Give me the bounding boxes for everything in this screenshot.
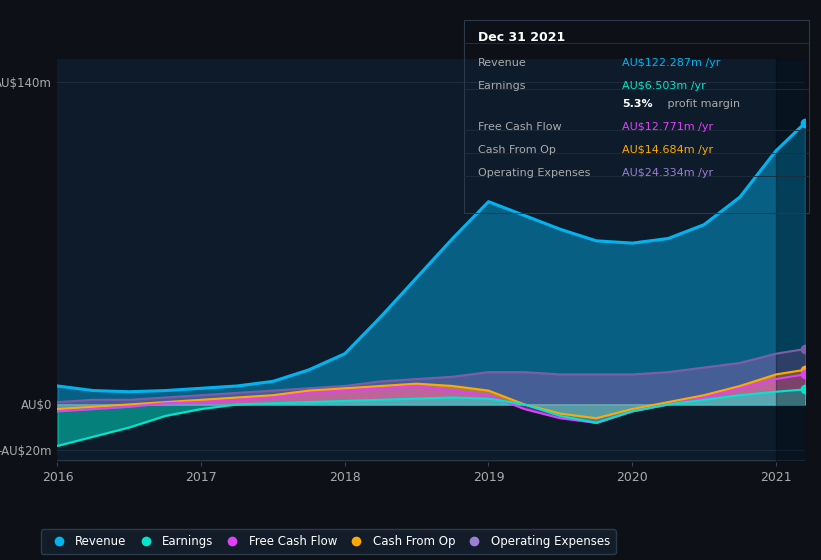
Text: profit margin: profit margin — [664, 99, 740, 109]
Legend: Revenue, Earnings, Free Cash Flow, Cash From Op, Operating Expenses: Revenue, Earnings, Free Cash Flow, Cash … — [41, 529, 616, 554]
Text: Dec 31 2021: Dec 31 2021 — [478, 31, 565, 44]
Text: Operating Expenses: Operating Expenses — [478, 169, 590, 179]
Text: AU$12.771m /yr: AU$12.771m /yr — [622, 122, 713, 132]
Text: Revenue: Revenue — [478, 58, 526, 68]
Text: AU$14.684m /yr: AU$14.684m /yr — [622, 145, 713, 155]
Text: AU$6.503m /yr: AU$6.503m /yr — [622, 81, 706, 91]
Text: Earnings: Earnings — [478, 81, 526, 91]
Text: Cash From Op: Cash From Op — [478, 145, 556, 155]
Text: AU$122.287m /yr: AU$122.287m /yr — [622, 58, 721, 68]
Bar — [776, 59, 805, 462]
Text: Free Cash Flow: Free Cash Flow — [478, 122, 562, 132]
Text: AU$24.334m /yr: AU$24.334m /yr — [622, 169, 713, 179]
Text: 5.3%: 5.3% — [622, 99, 654, 109]
